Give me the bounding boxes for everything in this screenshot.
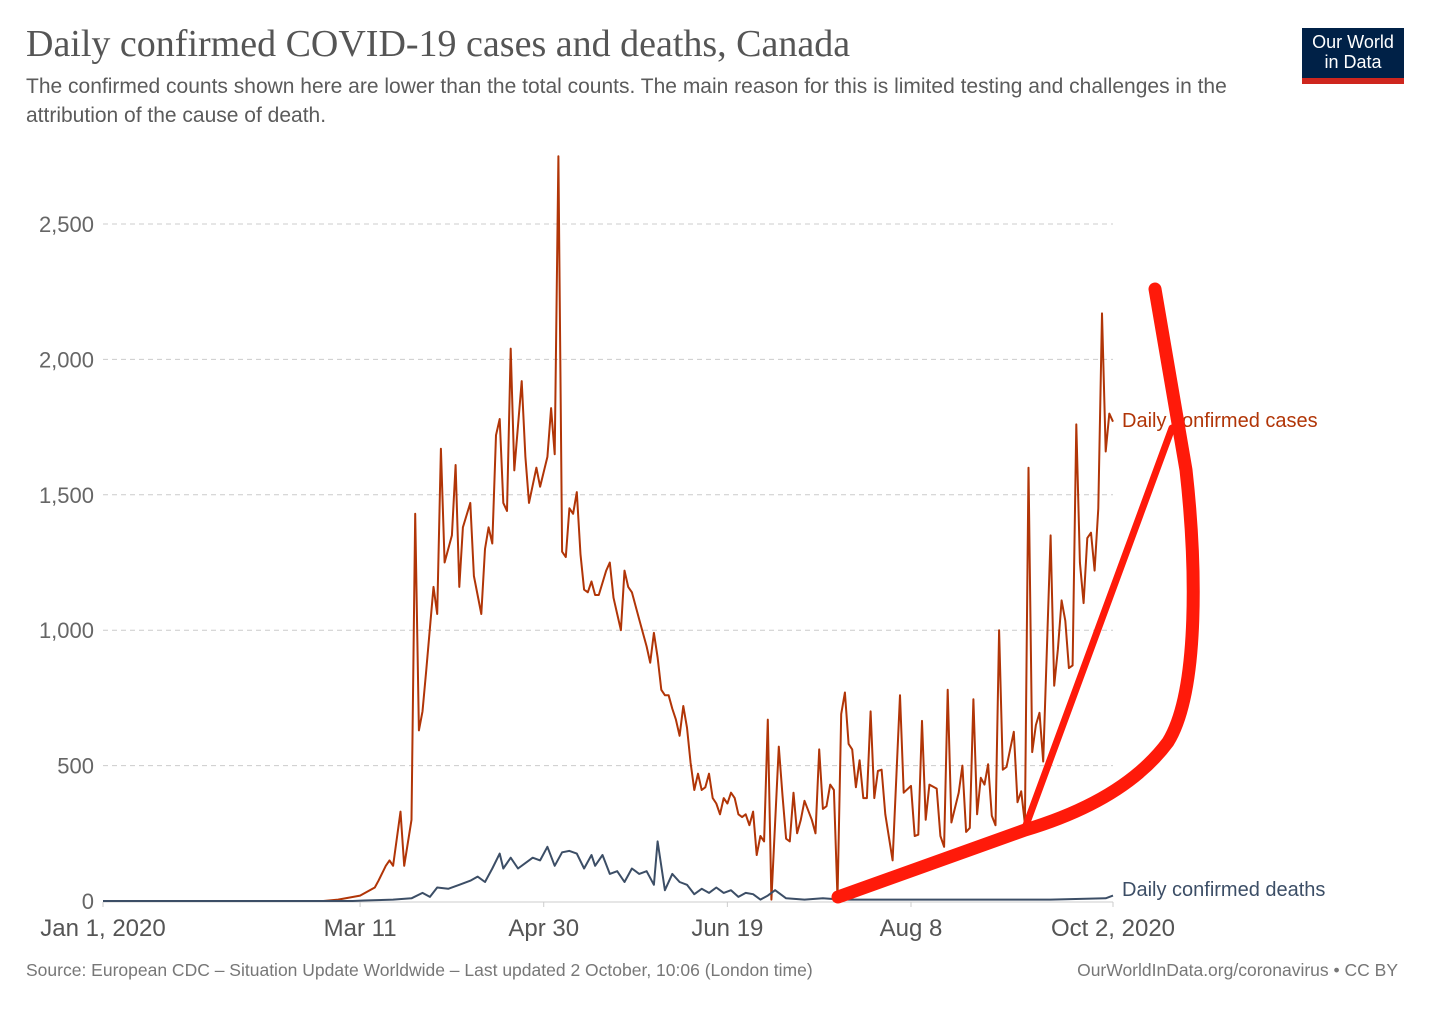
chart-subtitle: The confirmed counts shown here are lowe… — [26, 75, 1227, 127]
deaths-line — [103, 840, 1114, 902]
y-tick-label: 1,500 — [39, 483, 94, 508]
source-note[interactable]: Source: European CDC – Situation Update … — [26, 960, 813, 980]
x-tick-label: Aug 8 — [880, 915, 943, 942]
logo-line-1: Our World — [1312, 32, 1394, 52]
annotation-curve — [831, 282, 1200, 904]
deaths-label: Daily confirmed deaths — [1122, 879, 1325, 901]
y-tick-label: 2,000 — [39, 347, 94, 372]
chart-title: Daily confirmed COVID-19 cases and death… — [26, 23, 851, 65]
y-tick-label: 500 — [57, 754, 94, 779]
cases-label: Daily confirmed cases — [1122, 410, 1318, 432]
x-tick-label: Jun 19 — [691, 915, 763, 942]
credit-link[interactable]: OurWorldInData.org/coronavirus • CC BY — [1077, 960, 1398, 980]
y-tick-label: 0 — [82, 889, 94, 914]
x-tick-label: Apr 30 — [508, 915, 579, 942]
x-tick-label: Jan 1, 2020 — [40, 915, 165, 942]
logo-line-2: in Data — [1324, 52, 1382, 72]
annotation-line — [1021, 424, 1176, 832]
cases-line — [103, 155, 1114, 902]
x-tick-label: Mar 11 — [324, 915, 397, 942]
y-tick-label: 2,500 — [39, 212, 94, 237]
y-tick-label: 1,000 — [39, 618, 94, 643]
owid-logo[interactable]: Our World in Data — [1302, 28, 1404, 84]
x-tick-label: Oct 2, 2020 — [1051, 915, 1175, 942]
